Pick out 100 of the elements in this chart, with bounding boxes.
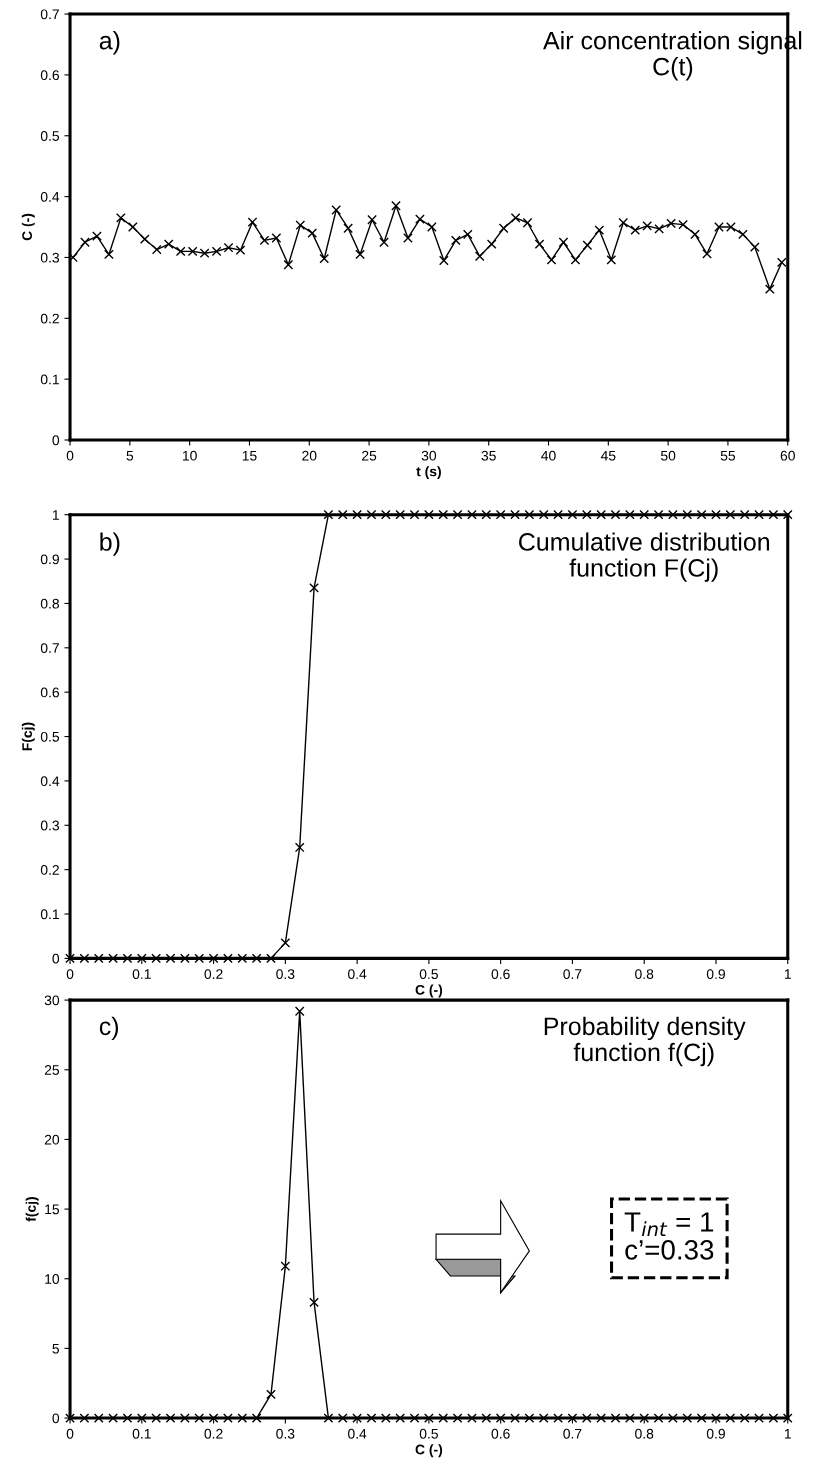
annotation: a) <box>99 31 120 55</box>
point <box>151 953 162 964</box>
point <box>639 509 650 520</box>
point <box>462 229 473 240</box>
point <box>666 218 676 229</box>
point <box>92 231 102 242</box>
point <box>764 284 775 294</box>
point <box>624 509 635 520</box>
point <box>467 1413 477 1423</box>
point <box>725 1413 736 1423</box>
point <box>180 1413 190 1423</box>
point <box>309 583 319 593</box>
point <box>711 1413 721 1423</box>
point <box>581 1413 592 1423</box>
point <box>280 1261 291 1272</box>
point <box>127 222 138 232</box>
point <box>682 1413 693 1423</box>
point <box>280 938 291 948</box>
x-tick-label: 0.1 <box>132 1428 151 1439</box>
point <box>294 1006 305 1017</box>
point <box>194 1413 205 1423</box>
point <box>630 225 641 235</box>
y-tick-label: 0 <box>52 435 60 446</box>
y-tick-label: 0.6 <box>40 687 60 698</box>
point <box>247 217 258 228</box>
annotation: c) <box>99 1016 119 1041</box>
y-axis-title: f(cj) <box>25 1197 39 1222</box>
y-tick-label: 0.2 <box>40 313 59 324</box>
point <box>438 1413 449 1423</box>
point <box>79 1413 90 1423</box>
y-tick-label: 0.4 <box>40 776 60 787</box>
point <box>309 1297 319 1308</box>
point <box>624 1413 635 1423</box>
y-tick-label: 1 <box>52 510 59 520</box>
point <box>223 1413 233 1423</box>
point <box>323 509 334 520</box>
point <box>558 237 569 248</box>
x-tick-label: 10 <box>182 450 197 461</box>
point <box>211 246 222 257</box>
point <box>108 953 118 964</box>
point <box>122 953 133 964</box>
point <box>495 509 506 520</box>
point <box>295 220 306 231</box>
x-tick-label: 50 <box>660 450 676 461</box>
point <box>331 205 342 215</box>
point <box>768 509 779 520</box>
point <box>424 1413 434 1423</box>
point <box>208 953 219 964</box>
y-tick-label: 0.3 <box>40 252 60 263</box>
x-tick-label: 0 <box>66 1428 74 1439</box>
point <box>163 239 174 249</box>
point <box>294 842 305 853</box>
point <box>380 1413 391 1423</box>
y-axis-title: F(cj) <box>21 722 35 751</box>
point <box>498 223 509 234</box>
y-tick-label: 5 <box>52 1343 60 1354</box>
point <box>474 251 485 262</box>
point <box>319 253 330 264</box>
point <box>93 953 104 964</box>
x-axis-title: t (s) <box>416 466 441 480</box>
x-tick-label: 0 <box>66 450 74 461</box>
point <box>682 509 693 520</box>
point <box>180 953 190 964</box>
point <box>553 1413 563 1423</box>
x-tick-label: 0.2 <box>204 969 223 980</box>
point <box>678 219 688 230</box>
point <box>702 248 712 259</box>
x-tick-label: 15 <box>242 450 257 461</box>
point <box>199 248 210 259</box>
point <box>108 1413 118 1423</box>
point <box>668 509 678 520</box>
point <box>481 1413 492 1423</box>
point <box>409 1413 420 1423</box>
y-tick-label: 0.6 <box>40 70 60 81</box>
point <box>104 249 114 260</box>
point <box>596 1413 607 1423</box>
point <box>524 509 535 520</box>
x-tick-label: 0.3 <box>276 1428 295 1439</box>
point <box>136 1413 147 1423</box>
point <box>567 1413 578 1423</box>
annotation: b) <box>100 532 120 556</box>
y-tick-label: 20 <box>44 1134 60 1145</box>
y-axis-title: C (-) <box>21 213 35 241</box>
point <box>223 242 234 253</box>
point <box>337 1413 348 1423</box>
point <box>391 200 401 211</box>
point <box>581 509 592 520</box>
point <box>283 259 294 270</box>
point <box>151 1413 162 1423</box>
point <box>594 225 605 235</box>
point <box>696 1413 707 1423</box>
point <box>524 1413 535 1423</box>
x-tick-label: 5 <box>126 450 134 461</box>
x-tick-label: 30 <box>421 450 437 461</box>
point <box>427 222 437 232</box>
y-tick-label: 25 <box>44 1065 60 1075</box>
point <box>235 245 246 256</box>
x-tick-label: 0.9 <box>706 969 725 980</box>
x-axis-title: C (-) <box>415 984 443 998</box>
point <box>307 228 318 238</box>
